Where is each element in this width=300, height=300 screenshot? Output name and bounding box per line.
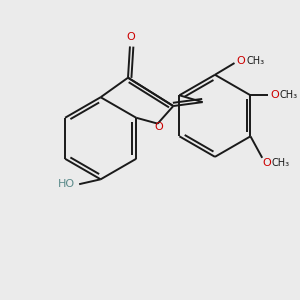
Text: O: O (236, 56, 245, 66)
Text: HO: HO (58, 179, 75, 189)
Text: O: O (262, 158, 271, 168)
Text: CH₃: CH₃ (246, 56, 264, 66)
Text: CH₃: CH₃ (272, 158, 290, 168)
Text: O: O (154, 122, 163, 132)
Text: O: O (270, 90, 279, 100)
Text: CH₃: CH₃ (280, 90, 298, 100)
Text: O: O (127, 32, 135, 42)
